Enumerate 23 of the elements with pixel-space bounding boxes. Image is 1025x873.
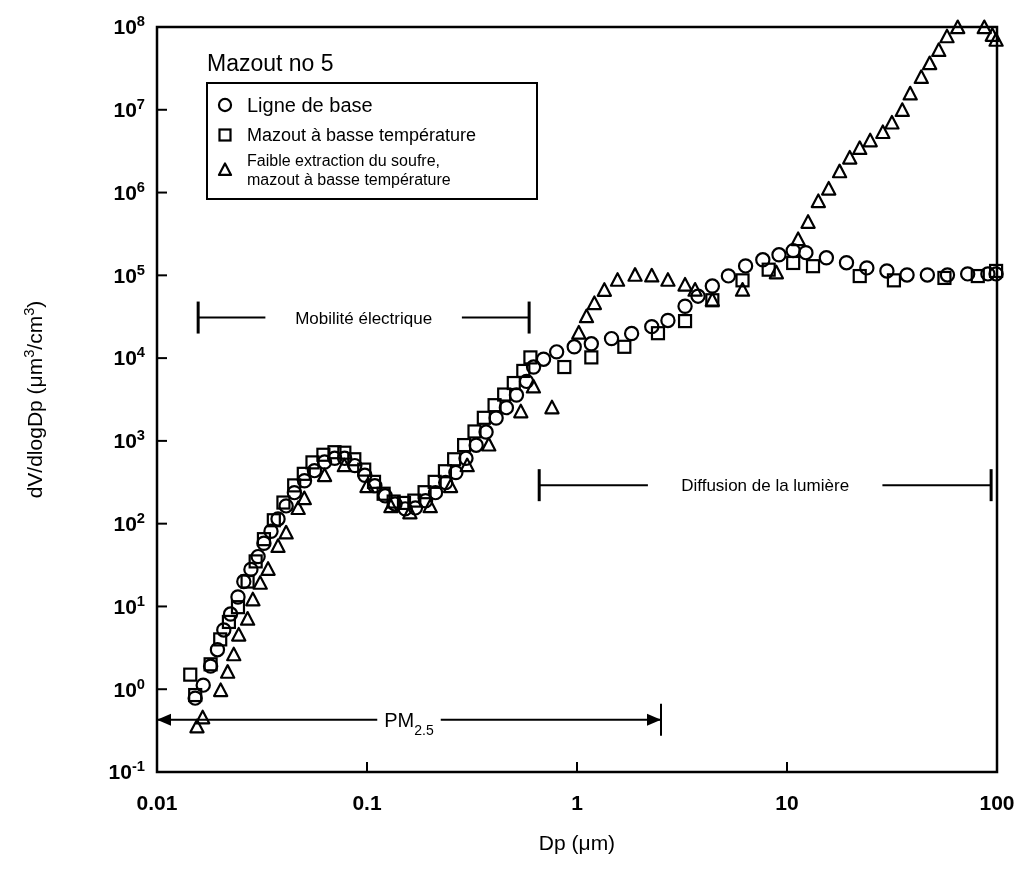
y-tick-label: 10$^{6}$ [113,178,145,204]
y-tick-label: 10$^{5}$ [113,261,145,287]
x-tick-label: 0.1 [352,791,382,814]
y-tick-label: 10$^{1}$ [113,592,145,618]
y-tick-label: 10$^{-1}$ [108,758,145,784]
annotation: Diffusion de la lumière [681,476,850,496]
y-tick-label: 10$^{0}$ [113,675,145,701]
y-tick-label: 10$^{2}$ [113,510,145,536]
x-tick-label: 0.01 [136,791,178,814]
y-tick-label: 10$^{3}$ [113,427,145,453]
annotation: Mobilité électrique [295,308,433,328]
x-tick-label: 1 [571,791,584,814]
annotation: PM$_{2.5}$ [384,708,434,738]
y-tick-label: 10$^{4}$ [113,344,146,370]
legend-label: Ligne de base [247,94,373,116]
x-tick-label: 10 [775,791,799,814]
y-tick-label: 10$^{7}$ [113,96,145,122]
legend-title: Mazout no 5 [207,50,334,76]
legend-label: Faible extraction du soufre, mazout à basse température [247,152,451,189]
y-tick-label: 10$^{8}$ [113,13,145,39]
x-tick-label: 100 [979,791,1015,814]
x-axis-title: Dp (μm) [538,831,616,854]
legend-label: Mazout à basse température [247,125,477,146]
